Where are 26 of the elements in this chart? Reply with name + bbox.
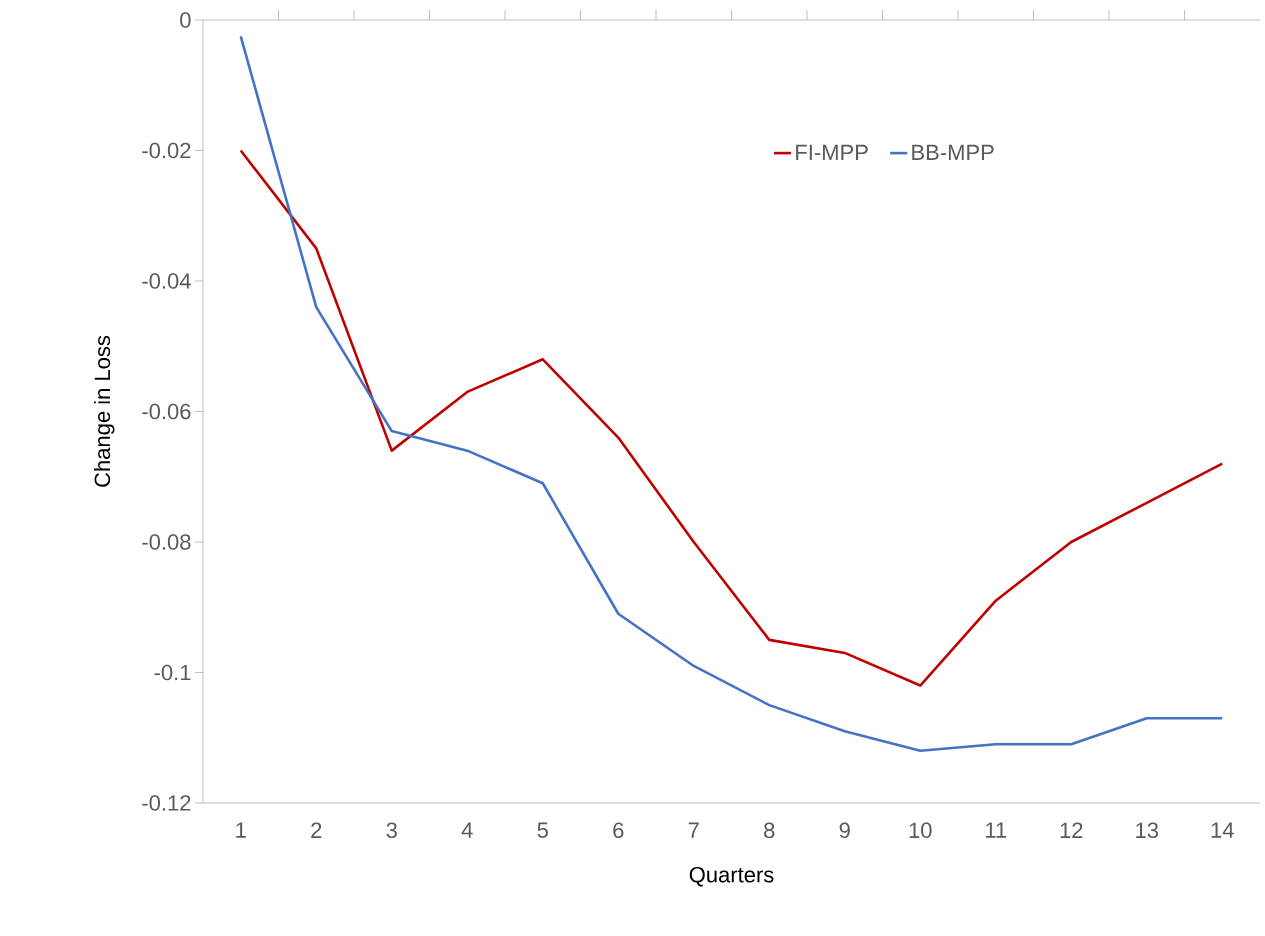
x-tick-label: 2 — [311, 822, 322, 838]
x-tick-label: 1 — [236, 822, 246, 838]
y-axis-title: Change in Loss — [93, 335, 115, 487]
x-tick-label: 7 — [688, 822, 699, 838]
x-tick-label: 10 — [909, 822, 932, 839]
x-tick-label: 13 — [1136, 822, 1159, 839]
x-tick-label: 11 — [986, 822, 1007, 838]
x-tick-label: 4 — [461, 822, 473, 838]
y-tick-label: 0 — [180, 12, 191, 28]
y-tick-label: -0.04 — [142, 273, 191, 289]
x-tick-label: 8 — [764, 822, 775, 839]
legend-label: FI-MPP — [796, 144, 868, 160]
line-series — [239, 35, 1224, 753]
x-tick-label: 14 — [1211, 822, 1234, 838]
legend-label: BB-MPP — [912, 144, 994, 160]
y-tick-label: -0.02 — [142, 142, 191, 159]
y-tick-label: -0.08 — [142, 534, 191, 550]
x-axis-title: Quarters — [689, 866, 774, 887]
x-tick-label: 9 — [839, 822, 850, 839]
y-tick-label: -0.06 — [142, 403, 191, 420]
x-tick-label: 12 — [1060, 822, 1083, 838]
y-tick-label: -0.12 — [142, 795, 191, 811]
x-tick-label: 3 — [386, 822, 397, 839]
y-tick-label: -0.1 — [154, 664, 191, 681]
x-tick-label: 5 — [537, 822, 548, 838]
x-tick-label: 6 — [613, 822, 624, 839]
